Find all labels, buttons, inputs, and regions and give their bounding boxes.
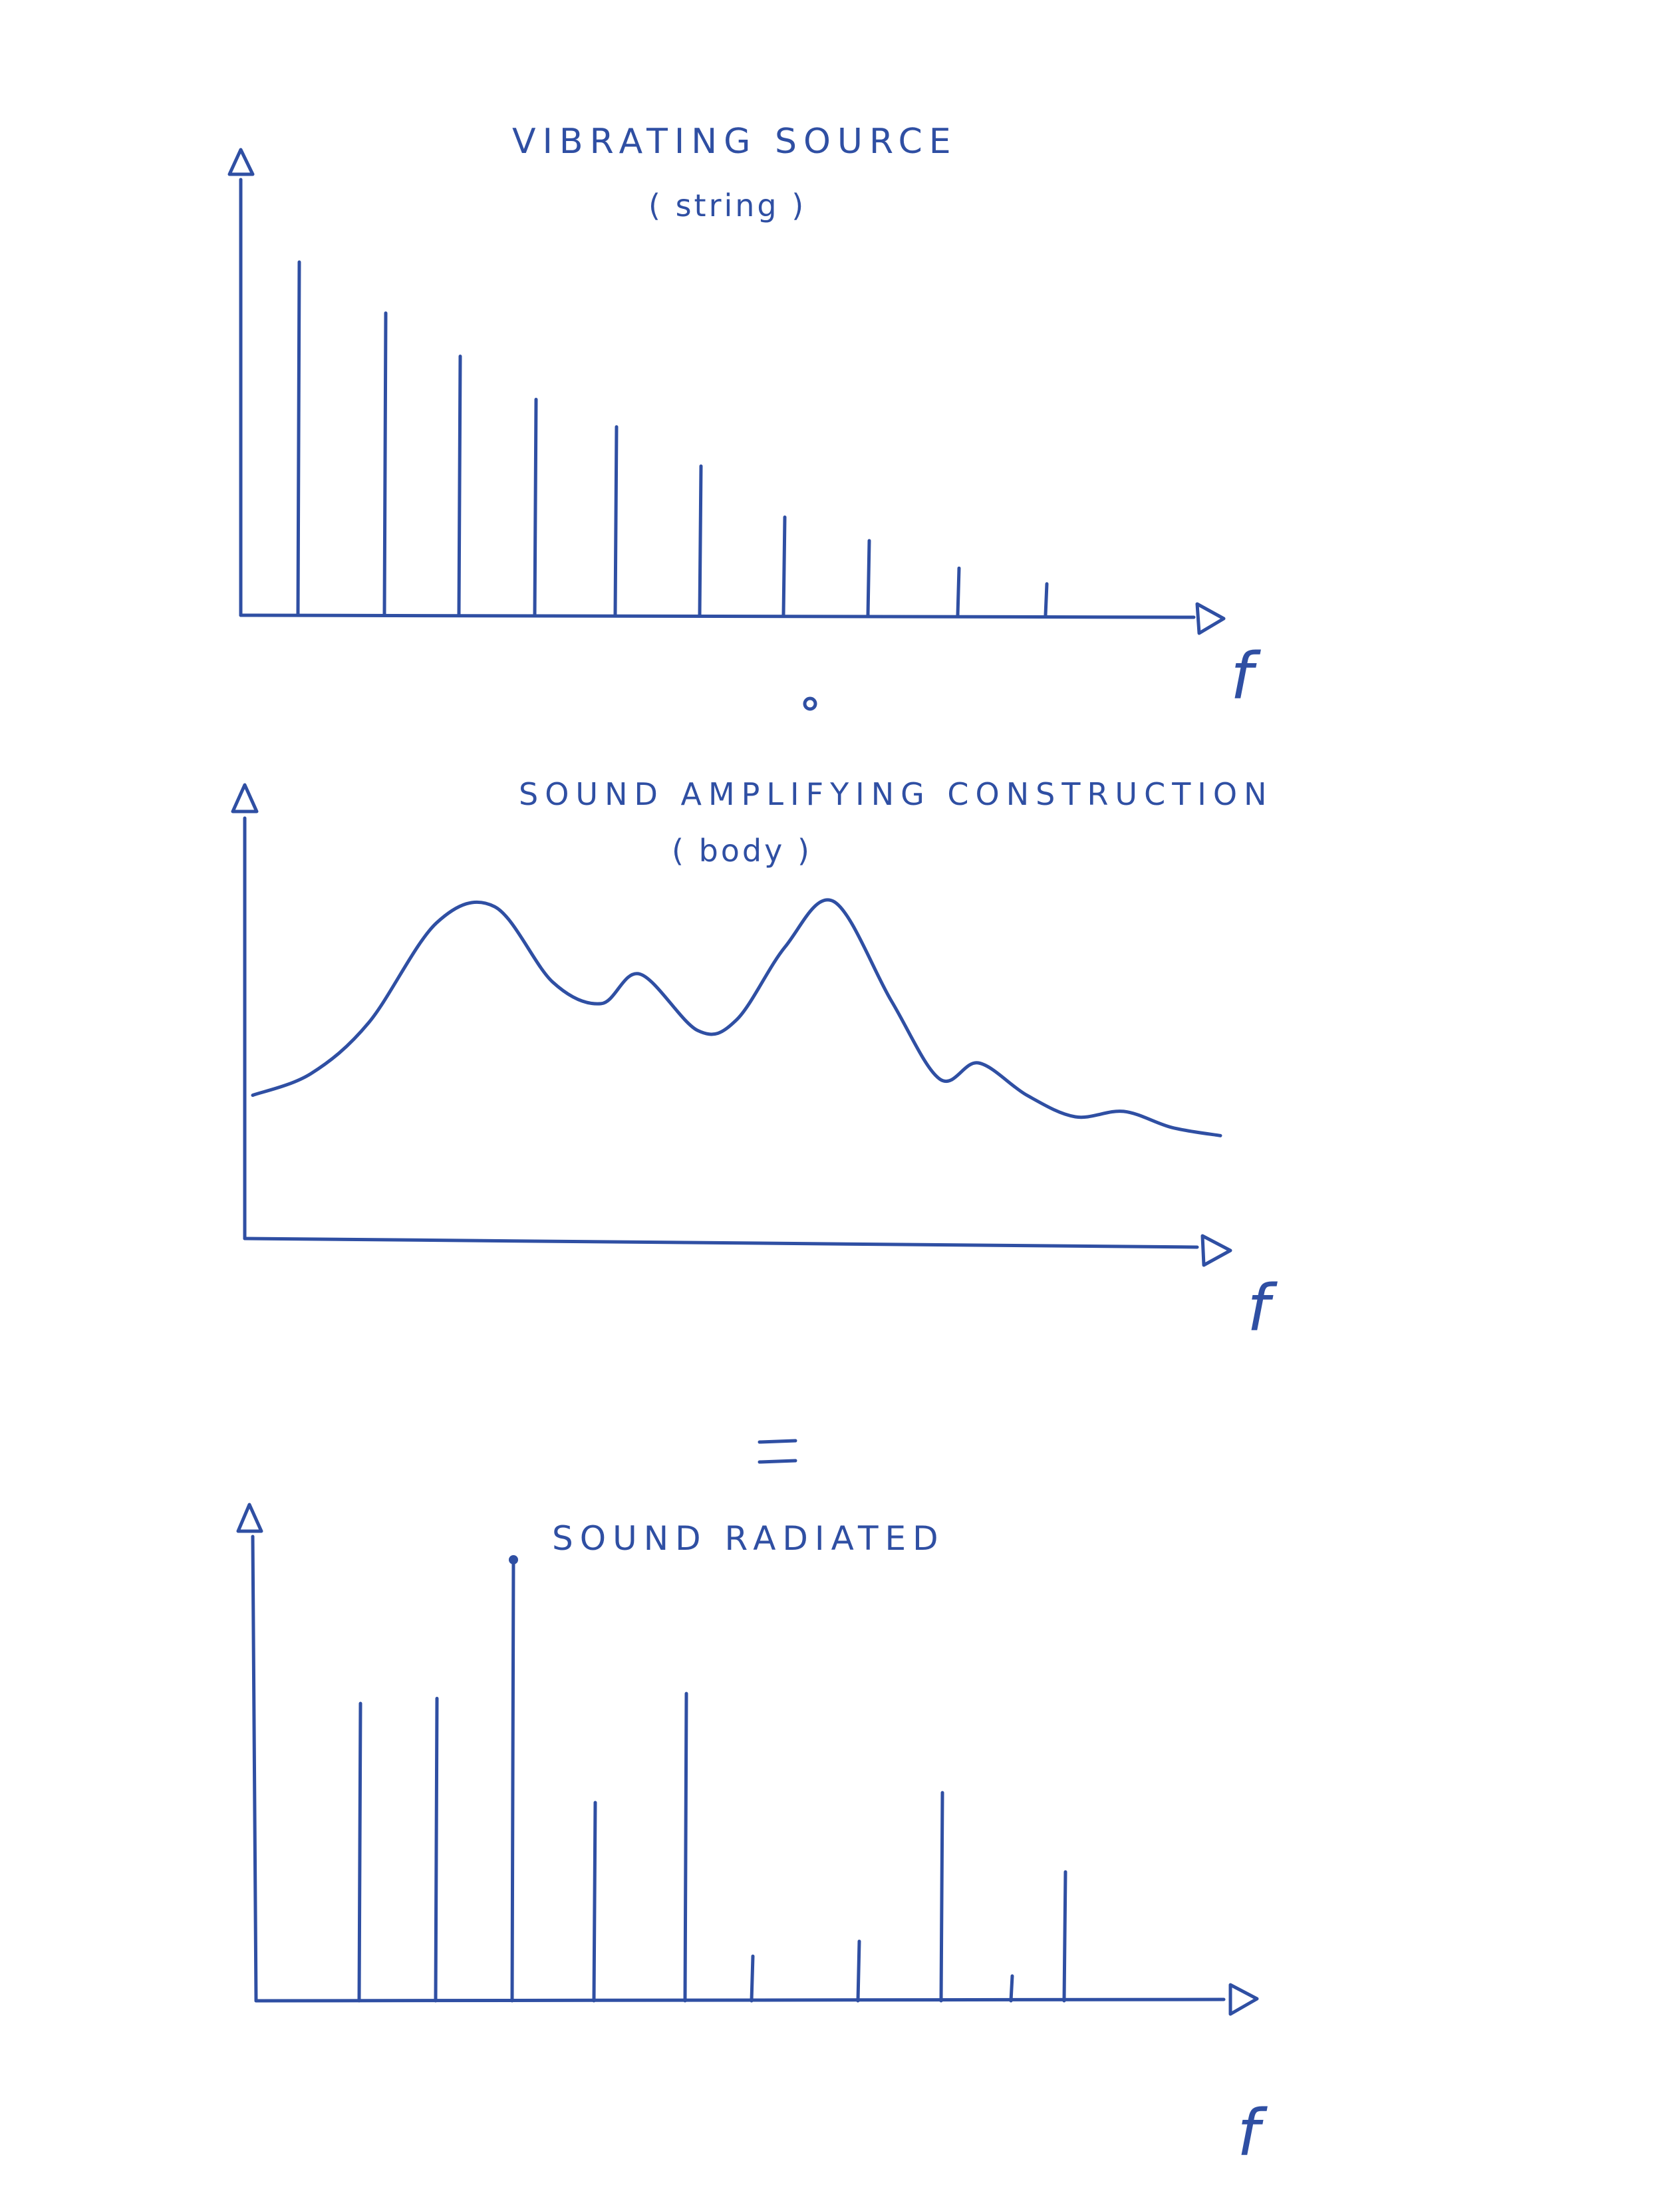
panel-2-x-axis <box>243 1237 1199 1249</box>
panel-1-stem-4 <box>533 398 538 617</box>
panel-1-stem-10 <box>1044 582 1049 617</box>
panel-2-response-curve <box>251 898 1222 1137</box>
panel-1-subtitle: ( string ) <box>648 188 806 223</box>
panel-3-y-arrow-icon <box>236 1503 263 1533</box>
panel-1-stems <box>296 260 1049 617</box>
panel-2-subtitle: ( body ) <box>672 833 812 869</box>
panel-3-stem-9 <box>1009 1974 1014 2003</box>
panel-vibrating-source: VIBRATING SOURCE ( string ) f <box>227 122 1261 714</box>
panel-1-stem-9 <box>956 566 961 617</box>
panel-3-stem-7 <box>856 1940 861 2003</box>
separator-dot <box>803 696 817 711</box>
panel-3-y-axis <box>251 1535 258 2003</box>
panel-2-x-arrow-icon <box>1200 1234 1232 1267</box>
panel-3-x-arrow-icon <box>1228 1983 1259 2016</box>
panel-1-x-axis <box>239 613 1196 619</box>
panel-1-stem-3 <box>457 355 462 617</box>
panel-3-stem-3 <box>510 1558 515 2003</box>
panel-3-title: SOUND RADIATED <box>552 1519 945 1558</box>
panel-amplifying-construction: SOUND AMPLIFYING CONSTRUCTION ( body ) f <box>231 776 1278 1346</box>
panel-3-stem-5 <box>683 1691 688 2003</box>
panel-3-stem-6 <box>750 1954 755 2003</box>
panel-sound-radiated: SOUND RADIATED f <box>236 1503 1268 2170</box>
panel-1-stem-6 <box>698 464 703 617</box>
panel-1-stem-8 <box>866 539 871 617</box>
panel-3-peak-marker <box>509 1554 518 1564</box>
panel-3-stem-2 <box>434 1697 439 2003</box>
equals-sign-top <box>758 1439 797 1444</box>
panel-2-axis-label: f <box>1247 1271 1278 1346</box>
panel-1-stem-1 <box>296 260 301 617</box>
panel-3-stem-4 <box>592 1801 597 2003</box>
panel-1-axis-label: f <box>1230 639 1261 714</box>
panel-2-title: SOUND AMPLIFYING CONSTRUCTION <box>519 776 1274 812</box>
panel-1-x-arrow-icon <box>1195 602 1226 635</box>
panel-1-stem-2 <box>382 311 388 617</box>
panel-3-stem-10 <box>1062 1870 1067 2003</box>
panel-3-x-axis <box>254 1997 1226 2003</box>
panel-3-stem-1 <box>357 1701 362 2003</box>
equals-sign-bottom <box>758 1459 797 1464</box>
panel-3-stems <box>357 1554 1067 2003</box>
panel-3-axis-label: f <box>1237 2096 1268 2170</box>
panel-1-title: VIBRATING SOURCE <box>512 122 958 162</box>
panel-1-y-arrow-icon <box>227 148 255 176</box>
panel-1-stem-5 <box>613 425 619 617</box>
panel-3-stem-8 <box>939 1791 944 2003</box>
panel-1-stem-7 <box>781 515 787 617</box>
panel-2-y-arrow-icon <box>231 783 259 813</box>
